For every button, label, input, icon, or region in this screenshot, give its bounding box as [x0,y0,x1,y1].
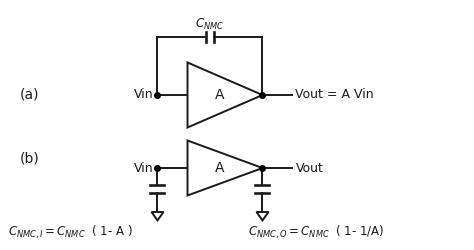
Text: $C_{NMC}$: $C_{NMC}$ [195,17,225,32]
Text: Vin: Vin [134,88,154,102]
Text: (b): (b) [20,151,40,165]
Text: Vout = A Vin: Vout = A Vin [295,88,374,102]
Text: $C_{NMC,O} = C_{NMC}$  ( 1- 1/A): $C_{NMC,O} = C_{NMC}$ ( 1- 1/A) [248,223,384,241]
Text: Vout: Vout [295,162,323,174]
Text: A: A [215,88,225,102]
Text: $C_{NMC,I} = C_{NMC}$  ( 1- A ): $C_{NMC,I} = C_{NMC}$ ( 1- A ) [8,223,133,241]
Text: A: A [215,161,225,175]
Text: (a): (a) [20,88,39,102]
Text: Vin: Vin [134,162,154,174]
